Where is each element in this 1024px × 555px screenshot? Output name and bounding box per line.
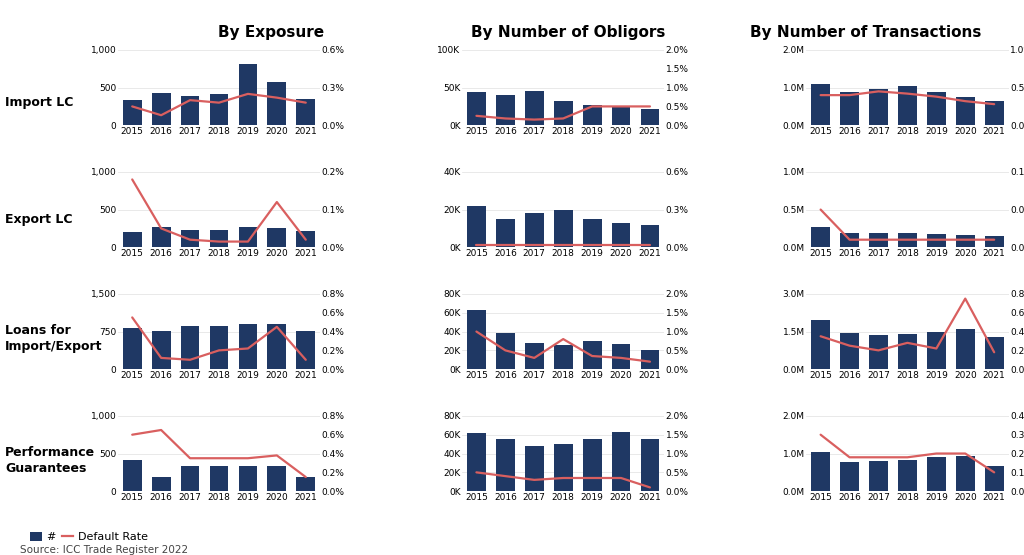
Bar <box>239 227 257 247</box>
Bar <box>611 107 631 125</box>
Bar <box>296 99 315 125</box>
Bar <box>611 432 631 491</box>
Bar <box>239 324 257 369</box>
Bar <box>210 230 228 247</box>
Bar <box>985 466 1004 491</box>
Bar <box>840 462 859 491</box>
Bar <box>210 466 228 491</box>
Bar <box>554 345 572 369</box>
Bar <box>123 460 141 491</box>
Text: By Number of Transactions: By Number of Transactions <box>750 25 981 40</box>
Bar <box>840 333 859 369</box>
Bar <box>955 456 975 491</box>
Bar <box>239 63 257 125</box>
Bar <box>898 233 916 247</box>
Bar <box>152 331 171 369</box>
Bar <box>927 93 946 125</box>
Bar <box>467 433 485 491</box>
Bar <box>296 477 315 491</box>
Bar <box>525 213 544 247</box>
Bar <box>554 444 572 491</box>
Bar <box>955 97 975 125</box>
Bar <box>467 206 485 247</box>
Bar <box>123 327 141 369</box>
Bar <box>641 440 659 491</box>
Bar <box>811 84 830 125</box>
Bar <box>496 440 515 491</box>
Text: Source: ICC Trade Register 2022: Source: ICC Trade Register 2022 <box>20 545 188 555</box>
Bar <box>955 235 975 247</box>
Bar <box>811 320 830 369</box>
Bar <box>467 92 485 125</box>
Bar <box>180 96 200 125</box>
Bar <box>869 335 888 369</box>
Bar <box>898 460 916 491</box>
Bar <box>898 85 916 125</box>
Bar <box>554 101 572 125</box>
Bar <box>869 233 888 247</box>
Text: Performance
Guarantees: Performance Guarantees <box>5 446 95 475</box>
Bar <box>467 310 485 369</box>
Text: Loans for
Import/Export: Loans for Import/Export <box>5 324 102 353</box>
Bar <box>927 234 946 247</box>
Bar <box>152 93 171 125</box>
Bar <box>583 105 601 125</box>
Bar <box>496 334 515 369</box>
Bar <box>239 466 257 491</box>
Bar <box>955 329 975 369</box>
Bar <box>811 227 830 247</box>
Bar <box>210 326 228 369</box>
Bar <box>554 210 572 247</box>
Bar <box>267 466 287 491</box>
Bar <box>583 341 601 369</box>
Text: By Number of Obligors: By Number of Obligors <box>471 25 666 40</box>
Legend: #, Default Rate: #, Default Rate <box>26 528 153 547</box>
Text: Import LC: Import LC <box>5 96 74 109</box>
Bar <box>898 334 916 369</box>
Bar <box>869 89 888 125</box>
Bar <box>496 95 515 125</box>
Bar <box>496 219 515 247</box>
Bar <box>123 100 141 125</box>
Bar <box>927 457 946 491</box>
Bar <box>840 93 859 125</box>
Bar <box>641 350 659 369</box>
Bar <box>985 337 1004 369</box>
Bar <box>525 343 544 369</box>
Bar <box>641 225 659 247</box>
Bar <box>641 109 659 125</box>
Bar <box>985 235 1004 247</box>
Bar <box>267 82 287 125</box>
Bar <box>611 223 631 247</box>
Bar <box>583 219 601 247</box>
Text: Export LC: Export LC <box>5 213 73 226</box>
Bar <box>180 326 200 369</box>
Bar <box>611 344 631 369</box>
Bar <box>583 440 601 491</box>
Bar <box>296 231 315 247</box>
Bar <box>123 232 141 247</box>
Bar <box>525 446 544 491</box>
Bar <box>267 229 287 247</box>
Bar <box>267 324 287 369</box>
Bar <box>180 230 200 247</box>
Bar <box>811 452 830 491</box>
Bar <box>869 461 888 491</box>
Bar <box>840 233 859 247</box>
Text: By Exposure: By Exposure <box>218 25 325 40</box>
Bar <box>985 101 1004 125</box>
Bar <box>525 90 544 125</box>
Bar <box>210 94 228 125</box>
Bar <box>180 466 200 491</box>
Bar <box>296 331 315 369</box>
Bar <box>927 332 946 369</box>
Bar <box>152 227 171 247</box>
Bar <box>152 477 171 491</box>
